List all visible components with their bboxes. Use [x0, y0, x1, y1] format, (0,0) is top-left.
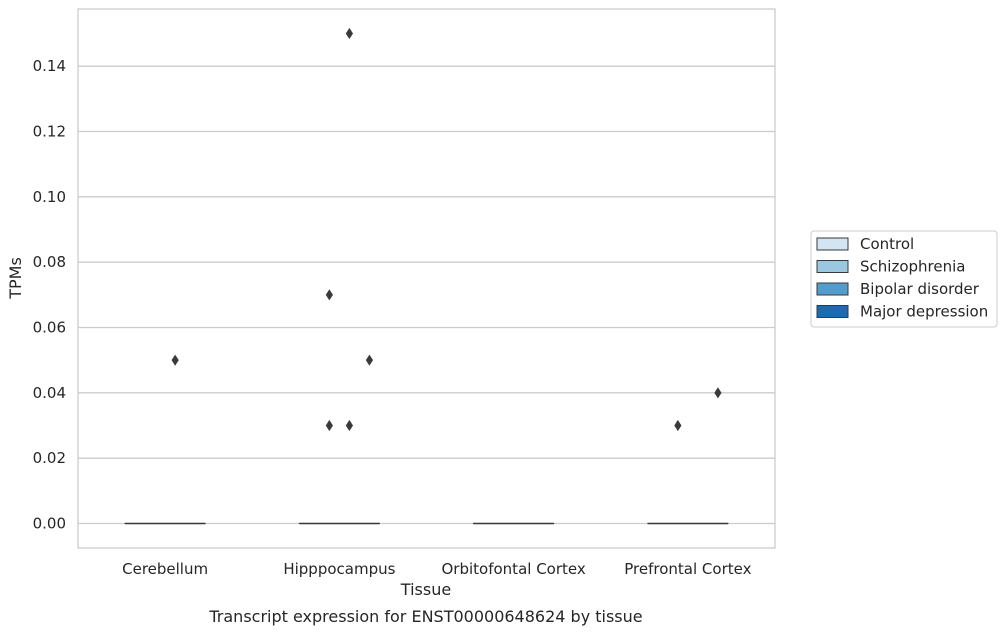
outlier-point	[674, 419, 682, 432]
y-tick-labels: 0.00 0.02 0.04 0.06 0.08 0.10 0.12 0.14	[33, 57, 66, 532]
y-axis-title: TPMs	[6, 257, 25, 300]
y-tick-label: 0.12	[33, 123, 66, 141]
outlier-point	[365, 354, 374, 366]
outlier-point	[171, 354, 179, 366]
y-tick-label: 0.02	[33, 449, 66, 467]
legend-swatch	[816, 237, 849, 251]
legend-label: Bipolar disorder	[860, 280, 980, 298]
x-tick-label: Hipppocampus	[283, 560, 395, 578]
y-gridlines	[78, 65, 775, 525]
outlier-point	[325, 419, 333, 432]
x-axis-title: Tissue	[400, 580, 451, 599]
legend-swatch	[816, 282, 849, 296]
y-tick-label: 0.00	[33, 515, 66, 533]
x-tick-label: Cerebellum	[122, 560, 208, 578]
y-tick-label: 0.10	[33, 188, 66, 206]
y-tick-label: 0.06	[33, 319, 66, 337]
legend-label: Schizophrenia	[860, 258, 965, 276]
legend: Control Schizophrenia Bipolar disorder Majo…	[810, 230, 998, 328]
x-tick-label: Prefrontal Cortex	[624, 560, 751, 578]
legend-label: Major depression	[860, 303, 988, 321]
plot-area-frame	[77, 8, 776, 549]
outlier-point	[714, 387, 722, 399]
figure-caption: Transcript expression for ENST0000064862…	[208, 607, 642, 626]
y-tick-label: 0.08	[33, 253, 66, 271]
legend-frame	[810, 230, 998, 328]
outlier-point	[325, 289, 333, 301]
x-tick-labels: Cerebellum Hipppocampus Orbitofontal Corte…	[122, 560, 751, 578]
outlier-points	[171, 27, 722, 432]
legend-swatch	[816, 305, 849, 318]
outlier-point	[345, 27, 353, 40]
legend-swatch	[816, 260, 849, 273]
y-tick-label: 0.14	[33, 57, 66, 75]
y-tick-label: 0.04	[33, 384, 66, 402]
outlier-point	[345, 419, 353, 432]
legend-label: Control	[860, 235, 914, 253]
x-tick-label: Orbitofontal Cortex	[442, 560, 586, 578]
